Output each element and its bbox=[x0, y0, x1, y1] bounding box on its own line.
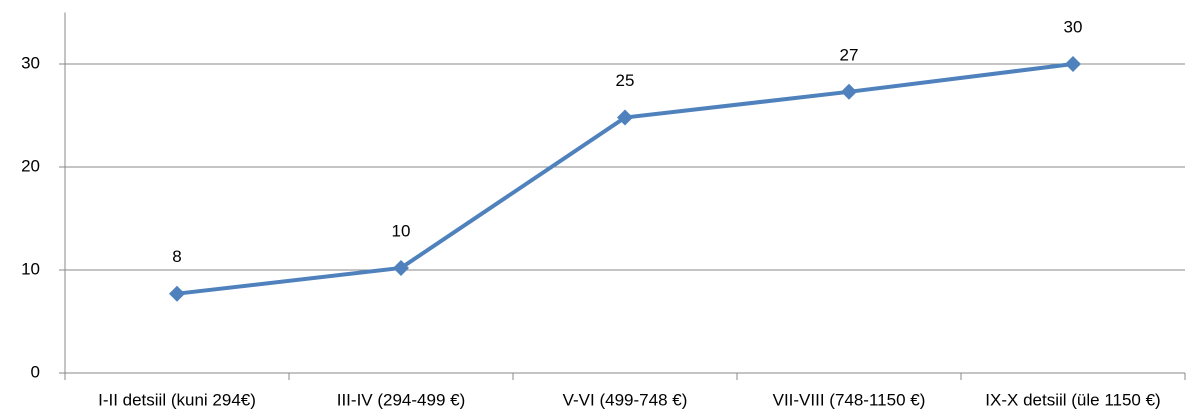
x-tick-label: III-IV (294-499 €) bbox=[337, 390, 466, 409]
y-tick-label: 10 bbox=[21, 259, 40, 278]
y-tick-label: 20 bbox=[21, 156, 40, 175]
x-tick-label: I-II detsiil (kuni 294€) bbox=[98, 390, 256, 409]
data-label: 8 bbox=[172, 247, 181, 266]
y-tick-label: 0 bbox=[31, 362, 40, 381]
x-tick-label: VII-VIII (748-1150 €) bbox=[773, 390, 926, 409]
marker bbox=[617, 109, 633, 126]
line bbox=[176, 62, 1074, 296]
marker bbox=[841, 83, 857, 100]
x-tick-label: V-VI (499-748 €) bbox=[563, 390, 688, 409]
marker bbox=[1065, 56, 1081, 72]
x-tick-label: IX-X detsiil (üle 1150 €) bbox=[985, 390, 1160, 409]
data-label: 27 bbox=[840, 45, 859, 64]
y-tick-label: 30 bbox=[21, 53, 40, 72]
data-label: 10 bbox=[392, 221, 411, 240]
marker bbox=[169, 285, 185, 302]
marker bbox=[393, 259, 409, 276]
data-label: 25 bbox=[616, 71, 635, 90]
data-label: 30 bbox=[1064, 17, 1083, 36]
